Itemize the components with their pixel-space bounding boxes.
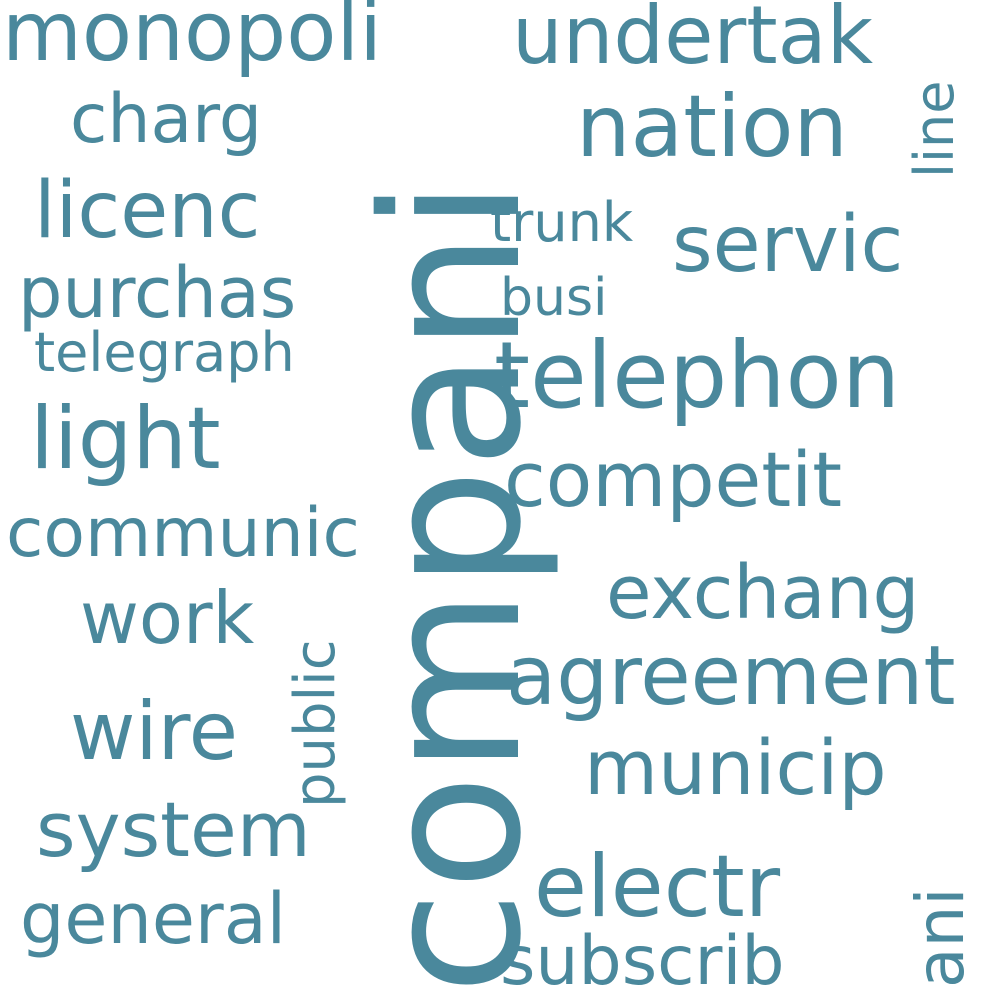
word-purchas: purchas [18,252,297,334]
word-work: work [80,576,255,660]
word-ani: ani [902,887,979,988]
word-communic: communic [6,494,360,573]
word-subscrib: subscrib [500,922,785,1000]
word-monopoli: monopoli [2,0,382,80]
word-trunk: trunk [490,191,634,254]
word-telephon: telephon [494,322,901,429]
word-wire: wire [70,685,239,778]
word-servic: servic [672,200,904,290]
word-telegraph: telegraph [34,321,295,384]
word-exchang: exchang [606,550,920,636]
word-system: system [36,785,311,874]
word-busi: busi [500,268,608,328]
word-electr: electr [534,837,781,937]
word-public: public [283,639,348,809]
word-light: light [30,389,221,489]
word-line: line [903,80,966,178]
word-licenc: licenc [34,166,261,256]
word-municip: municip [584,723,887,812]
word-undertak: undertak [512,0,874,82]
word-general: general [20,878,287,960]
word-agreement: agreement [506,629,956,724]
word-charg: charg [70,80,263,159]
word-competit: competit [504,435,843,524]
word-nation: nation [576,77,848,177]
